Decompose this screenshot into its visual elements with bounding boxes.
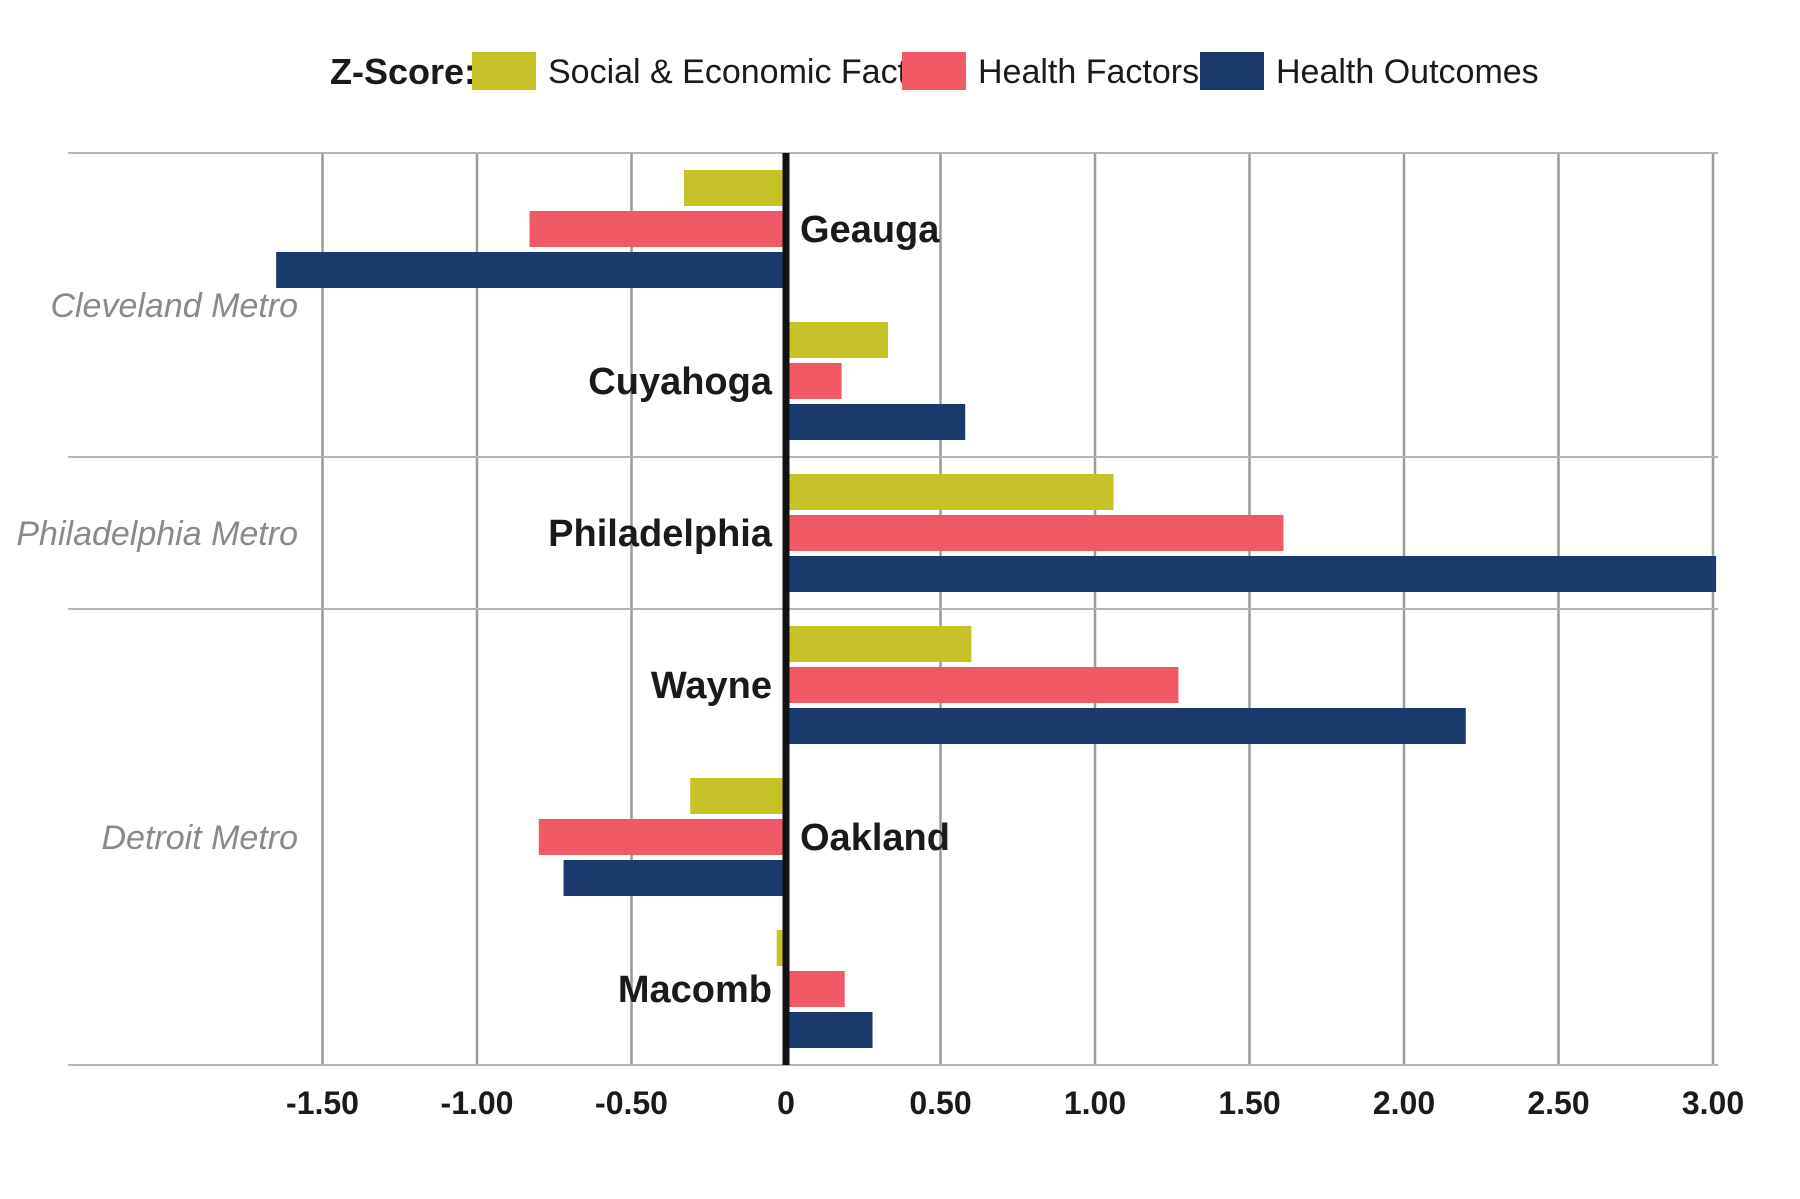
bar-macomb-health-outcomes [786,1012,873,1048]
x-tick-label-1-5: 1.50 [1218,1085,1280,1121]
bar-wayne-health-outcomes [786,708,1466,744]
legend-label-health-outcomes: Health Outcomes [1276,53,1539,91]
bar-oakland-social-economic-factors [690,778,786,814]
x-tick-label-2: 2.00 [1373,1085,1435,1121]
x-tick-label-3: 3.00 [1682,1085,1744,1121]
bar-oakland-health-outcomes [563,860,786,896]
x-tick-label-0: 0 [777,1085,795,1121]
legend-title: Z-Score: [330,51,476,92]
legend-label-health-factors: Health Factors [978,53,1199,91]
legend-label-social-economic-factors: Social & Economic Factors [548,53,954,91]
x-tick-label-0-5: 0.50 [909,1085,971,1121]
bar-cuyahoga-social-economic-factors [786,322,888,358]
x-tick-label-1: -1.00 [441,1085,514,1121]
bar-philadelphia-health-outcomes [786,556,1717,592]
x-tick-label-0-5: -0.50 [595,1085,668,1121]
bar-wayne-social-economic-factors [786,626,972,662]
bar-cuyahoga-health-outcomes [786,404,966,440]
county-label-geauga: Geauga [800,209,940,251]
county-label-cuyahoga: Cuyahoga [588,361,773,403]
x-tick-label-1-5: -1.50 [286,1085,359,1121]
x-tick-label-2-5: 2.50 [1527,1085,1589,1121]
legend-swatch-health-factors [902,52,966,90]
bar-cuyahoga-health-factors [786,363,842,399]
county-label-oakland: Oakland [800,817,950,859]
bars [276,170,1717,1048]
bar-philadelphia-health-factors [786,515,1284,551]
bar-macomb-health-factors [786,971,845,1007]
bar-geauga-health-outcomes [276,252,786,288]
legend-swatch-health-outcomes [1200,52,1264,90]
x-axis-ticks: -1.50 -1.00 -0.50 0 0.50 1.00 1.50 2.00 2.50 3.00 [286,1085,1744,1121]
bar-geauga-health-factors [529,211,786,247]
bar-philadelphia-social-economic-factors [786,474,1114,510]
bar-oakland-health-factors [538,819,786,855]
legend: Z-Score: Social & Economic Factors Health… [330,51,1539,92]
bar-wayne-health-factors [786,667,1179,703]
metro-label-philadelphia-metro: Philadelphia Metro [16,515,298,553]
bar-geauga-social-economic-factors [684,170,786,206]
county-label-macomb: Macomb [618,969,772,1011]
county-label-wayne: Wayne [651,665,772,707]
metro-label-detroit-metro: Detroit Metro [102,819,299,857]
county-label-philadelphia: Philadelphia [548,513,773,555]
legend-swatch-social-economic-factors [472,52,536,90]
x-tick-label-1: 1.00 [1064,1085,1126,1121]
metro-label-cleveland-metro: Cleveland Metro [50,287,298,325]
bar-macomb-social-economic-factors [776,930,786,966]
category-labels: Geauga Cuyahoga Cleveland Metro Philadelphi… [16,209,950,1011]
gridlines [68,152,1718,1066]
